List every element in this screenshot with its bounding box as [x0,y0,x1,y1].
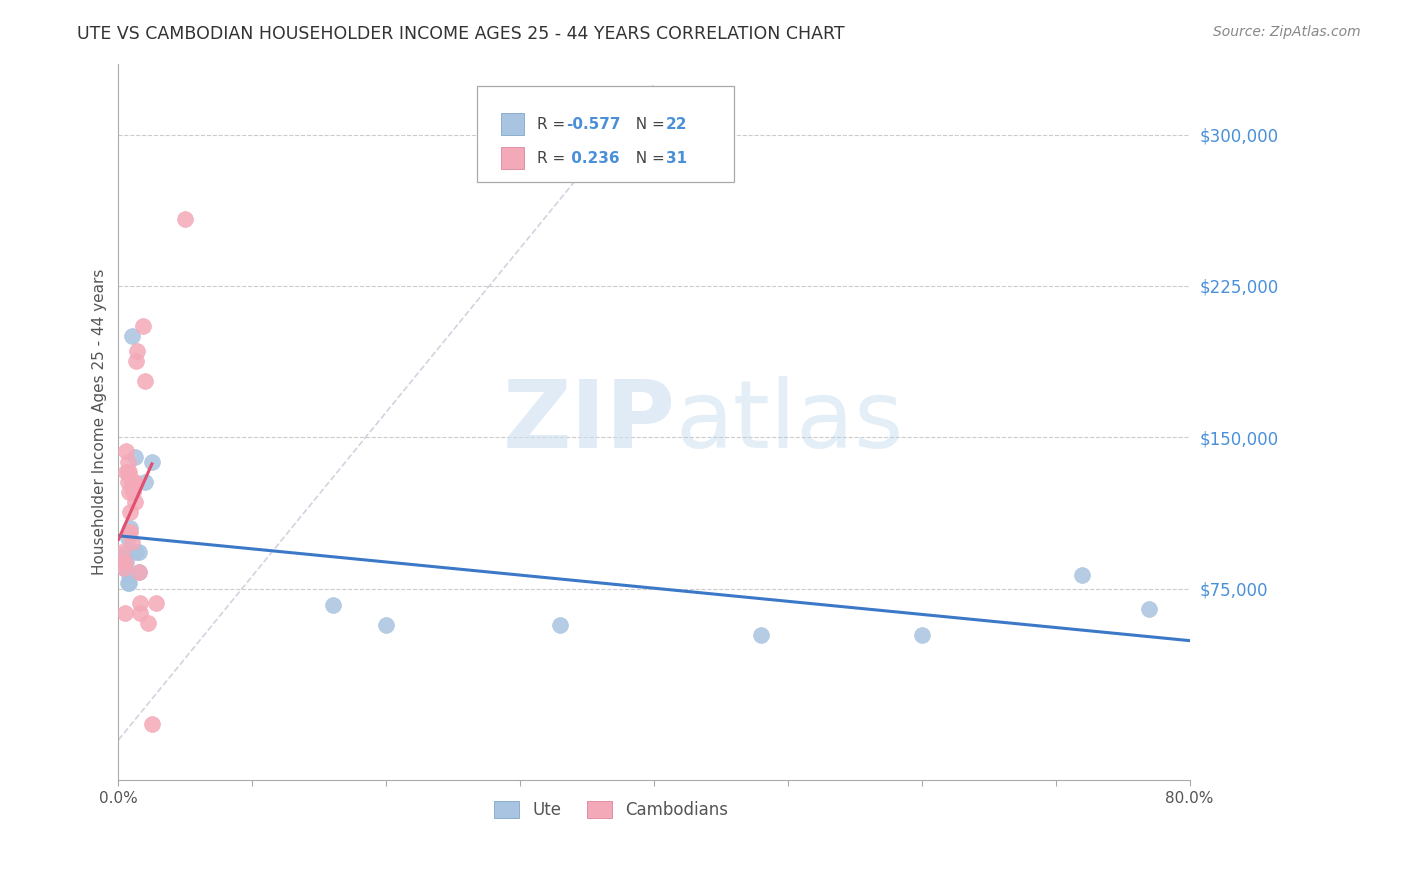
Legend: Ute, Cambodians: Ute, Cambodians [488,794,735,826]
Point [121,535,143,549]
Text: R =: R = [537,117,571,131]
Text: N =: N = [626,151,669,166]
Text: Source: ZipAtlas.com: Source: ZipAtlas.com [1213,25,1361,39]
Point [134,374,156,388]
Point [911,628,934,642]
Text: ZIP: ZIP [502,376,675,468]
Point [174,212,197,227]
Point [124,450,146,465]
Text: 31: 31 [666,151,688,166]
Point [117,454,139,468]
Point [1137,602,1160,616]
FancyBboxPatch shape [477,86,734,182]
Text: 22: 22 [666,117,688,131]
Point [124,495,146,509]
Point [128,545,150,559]
Point [141,454,163,468]
Point [120,505,142,519]
Point [375,618,398,632]
Text: atlas: atlas [675,376,904,468]
Text: -0.577: -0.577 [567,117,620,131]
Point [749,628,772,642]
Point [118,575,141,590]
Point [128,566,150,580]
Point [121,475,143,489]
Text: R =: R = [537,151,571,166]
Point [111,551,134,566]
Point [134,475,156,489]
Point [118,525,141,540]
Point [115,555,138,569]
Point [122,475,145,489]
Text: N =: N = [626,117,669,131]
Text: UTE VS CAMBODIAN HOUSEHOLDER INCOME AGES 25 - 44 YEARS CORRELATION CHART: UTE VS CAMBODIAN HOUSEHOLDER INCOME AGES… [77,25,845,43]
Point [118,567,141,582]
Point [121,329,143,343]
Point [117,475,139,489]
Point [120,525,142,540]
Point [1071,567,1094,582]
Point [118,465,141,479]
Point [128,596,150,610]
Bar [501,113,524,135]
Point [118,484,141,499]
Point [125,353,148,368]
Point [322,598,344,612]
Point [145,596,167,610]
Text: 0.236: 0.236 [567,151,620,166]
Point [112,561,135,575]
Bar [501,147,524,169]
Point [114,606,136,620]
Y-axis label: Householder Income Ages 25 - 44 years: Householder Income Ages 25 - 44 years [93,269,107,575]
Point [124,475,146,489]
Point [128,606,150,620]
Point [128,566,150,580]
Point [117,531,139,545]
Point [122,484,145,499]
Point [115,465,138,479]
Point [131,319,153,334]
Point [117,575,139,590]
Point [111,545,134,559]
Point [136,615,159,630]
Point [125,545,148,559]
Point [115,444,138,458]
Point [114,547,136,561]
Point [117,465,139,479]
Point [120,521,142,535]
Point [548,618,571,632]
Point [141,716,163,731]
Point [112,561,135,575]
Point [127,343,149,358]
Point [114,555,136,569]
